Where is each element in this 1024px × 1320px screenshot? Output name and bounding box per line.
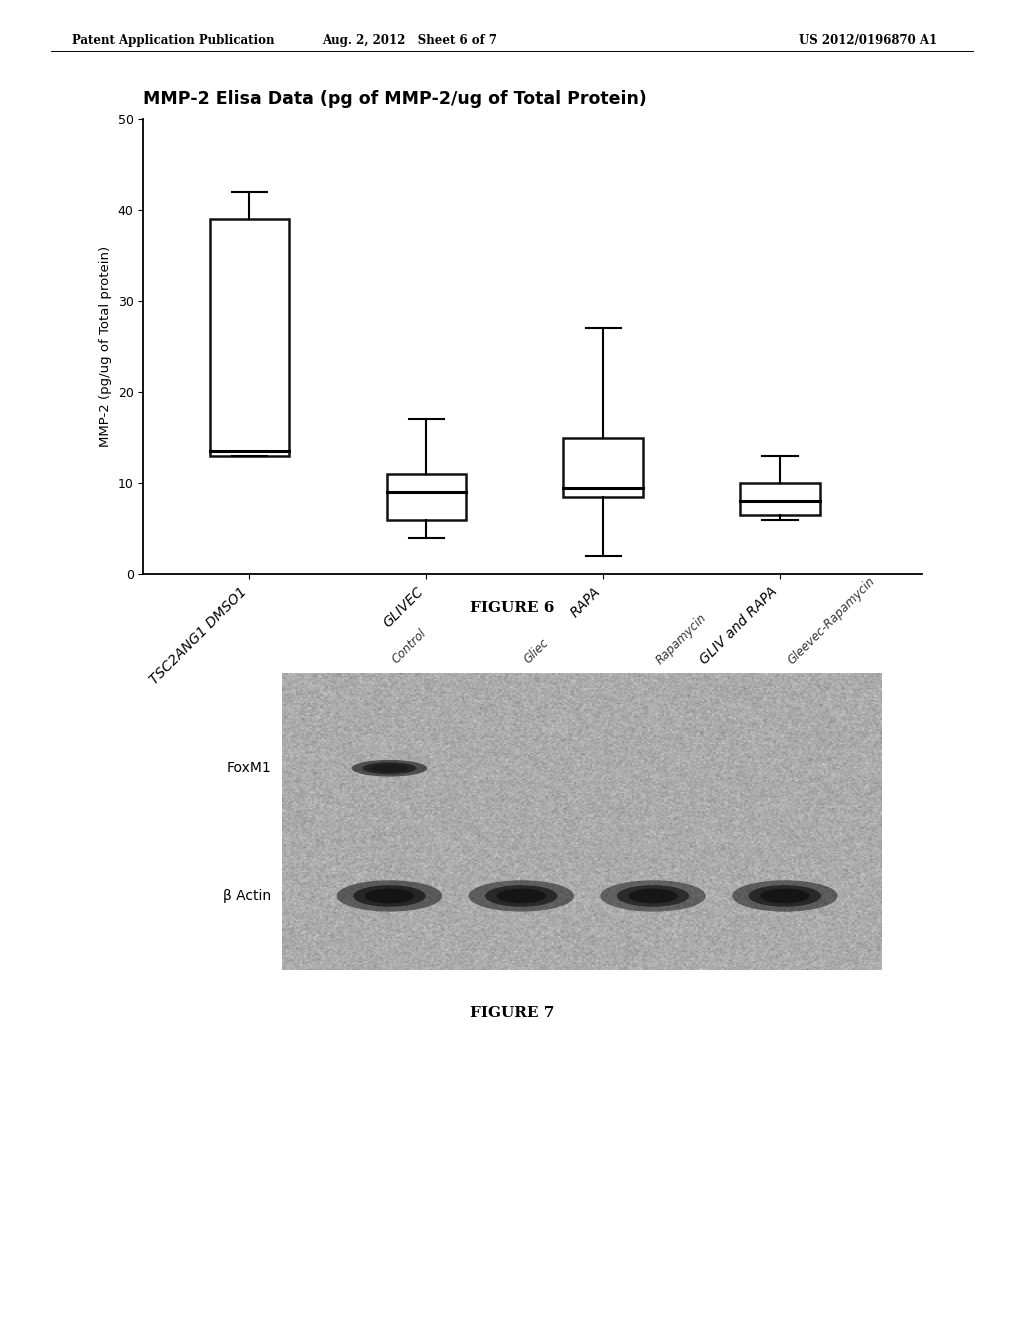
- Ellipse shape: [469, 880, 573, 912]
- Ellipse shape: [365, 888, 414, 903]
- Bar: [387, 474, 466, 520]
- Text: FoxM1: FoxM1: [226, 762, 271, 775]
- Text: FIGURE 6: FIGURE 6: [470, 601, 554, 615]
- Ellipse shape: [485, 886, 557, 907]
- Ellipse shape: [600, 880, 706, 912]
- Ellipse shape: [362, 762, 417, 774]
- Text: Patent Application Publication: Patent Application Publication: [72, 34, 274, 48]
- Text: β Actin: β Actin: [223, 888, 271, 903]
- Text: Aug. 2, 2012   Sheet 6 of 7: Aug. 2, 2012 Sheet 6 of 7: [323, 34, 497, 48]
- Text: Rapamycin: Rapamycin: [653, 611, 709, 667]
- Bar: [740, 483, 820, 515]
- Text: FIGURE 7: FIGURE 7: [470, 1006, 554, 1020]
- Text: Gleevec-Rapamycin: Gleevec-Rapamycin: [784, 574, 878, 667]
- Y-axis label: MMP-2 (pg/ug of Total protein): MMP-2 (pg/ug of Total protein): [99, 246, 112, 447]
- Ellipse shape: [732, 880, 838, 912]
- Bar: [210, 219, 290, 455]
- Text: MMP-2 Elisa Data (pg of MMP-2/ug of Total Protein): MMP-2 Elisa Data (pg of MMP-2/ug of Tota…: [143, 90, 647, 108]
- Bar: [563, 438, 643, 496]
- Ellipse shape: [749, 886, 821, 907]
- Ellipse shape: [337, 880, 442, 912]
- Ellipse shape: [371, 764, 409, 772]
- Text: Gliec: Gliec: [521, 636, 551, 667]
- Ellipse shape: [353, 886, 426, 907]
- Ellipse shape: [629, 888, 678, 903]
- Text: US 2012/0196870 A1: US 2012/0196870 A1: [799, 34, 937, 48]
- Ellipse shape: [760, 888, 810, 903]
- Ellipse shape: [497, 888, 546, 903]
- Text: Control: Control: [389, 627, 429, 667]
- Ellipse shape: [616, 886, 689, 907]
- Ellipse shape: [351, 760, 427, 776]
